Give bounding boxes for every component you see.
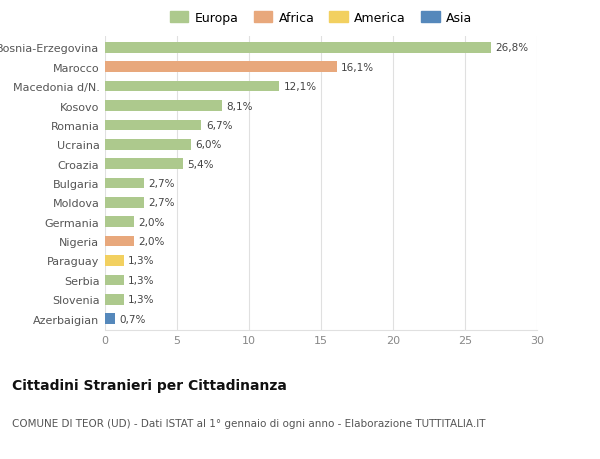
Bar: [105, 217, 134, 228]
Bar: [105, 294, 124, 305]
Text: 5,4%: 5,4%: [187, 159, 214, 169]
Bar: [105, 236, 134, 247]
Text: 0,7%: 0,7%: [119, 314, 146, 324]
Text: 12,1%: 12,1%: [284, 82, 317, 92]
Text: 2,7%: 2,7%: [148, 179, 175, 189]
Bar: [105, 178, 144, 189]
Text: 1,3%: 1,3%: [128, 275, 155, 285]
Bar: [105, 275, 124, 285]
Bar: [105, 120, 202, 131]
Bar: [105, 256, 124, 266]
Text: 1,3%: 1,3%: [128, 295, 155, 305]
Text: 6,7%: 6,7%: [206, 121, 232, 131]
Text: 6,0%: 6,0%: [196, 140, 222, 150]
Bar: [105, 82, 279, 92]
Text: 8,1%: 8,1%: [226, 101, 253, 111]
Bar: [105, 140, 191, 150]
Text: 16,1%: 16,1%: [341, 62, 374, 73]
Bar: [105, 62, 337, 73]
Bar: [105, 198, 144, 208]
Text: 2,7%: 2,7%: [148, 198, 175, 208]
Text: Cittadini Stranieri per Cittadinanza: Cittadini Stranieri per Cittadinanza: [12, 379, 287, 392]
Text: 2,0%: 2,0%: [138, 236, 164, 246]
Bar: [105, 313, 115, 324]
Bar: [105, 159, 183, 169]
Text: 1,3%: 1,3%: [128, 256, 155, 266]
Text: 2,0%: 2,0%: [138, 217, 164, 227]
Text: 26,8%: 26,8%: [495, 43, 529, 53]
Legend: Europa, Africa, America, Asia: Europa, Africa, America, Asia: [170, 11, 472, 25]
Bar: [105, 43, 491, 54]
Text: COMUNE DI TEOR (UD) - Dati ISTAT al 1° gennaio di ogni anno - Elaborazione TUTTI: COMUNE DI TEOR (UD) - Dati ISTAT al 1° g…: [12, 418, 485, 428]
Bar: [105, 101, 221, 112]
